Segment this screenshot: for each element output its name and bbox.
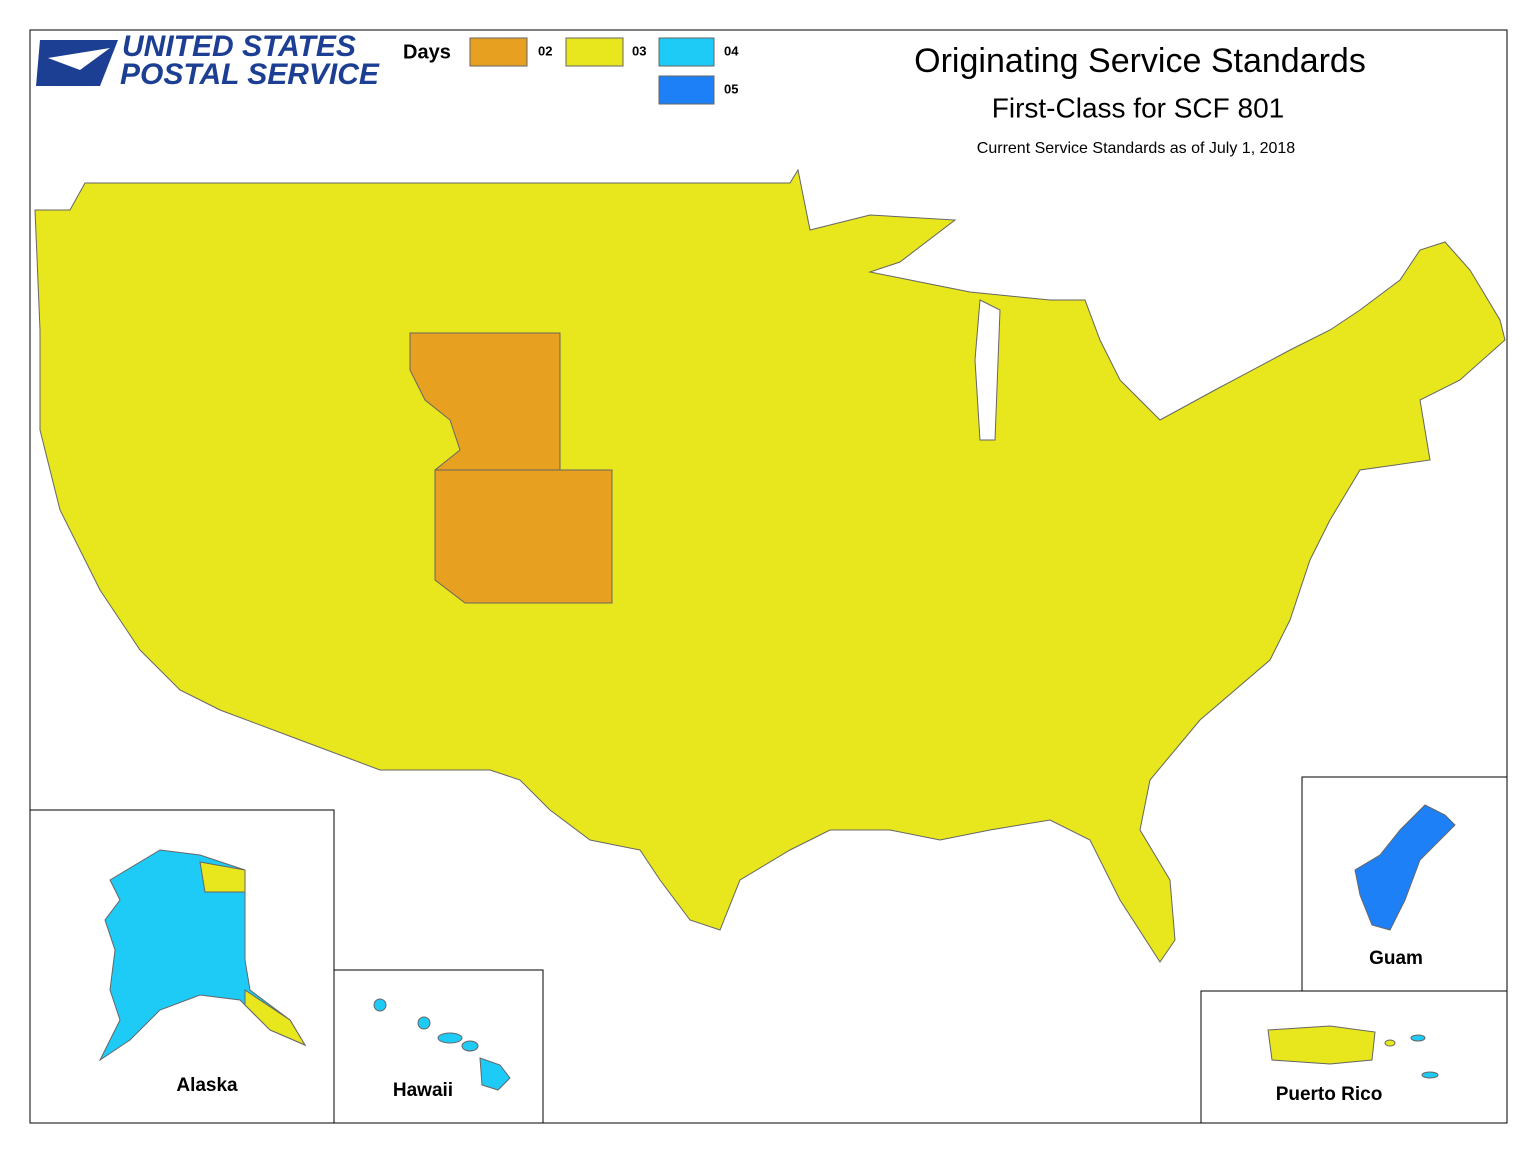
subtitle: First-Class for SCF 801 [992,92,1285,123]
legend-title: Days [403,41,451,63]
guam-shape [1354,804,1456,931]
island [373,998,387,1012]
island [417,1016,431,1030]
island [479,1057,511,1091]
hawaii-shape [373,998,511,1091]
legend-swatch [469,37,528,67]
legend-label: 03 [632,43,646,58]
logo-line: POSTAL SERVICE [120,58,380,91]
alaska-region-03 [199,861,246,893]
logo-line: UNITED STATES [122,30,356,63]
inset-label: Puerto Rico [1276,1084,1383,1105]
legend-label: 02 [538,43,552,58]
legend-swatch [658,75,715,105]
note: Current Service Standards as of July 1, … [977,140,1295,157]
inset-label: Alaska [176,1075,238,1096]
conus [34,168,1506,963]
legend-swatch [565,37,624,67]
puerto-rico-shape [1267,1025,1376,1065]
island [1384,1039,1396,1047]
lake [974,299,1001,441]
island [1421,1071,1439,1079]
inset-label: Guam [1369,948,1423,969]
alaska-region-03 [244,989,307,1047]
title: Originating Service Standards [914,42,1366,80]
logo-eagle [48,48,110,70]
island [1410,1034,1426,1042]
inset-label: Hawaii [393,1080,453,1101]
legend-label: 04 [724,43,739,58]
inset-frame [333,969,544,1124]
legend-label: 05 [724,81,738,96]
island [437,1032,463,1044]
legend-swatch [658,37,715,67]
island [461,1040,479,1052]
logo: UNITED STATES POSTAL SERVICE [36,30,380,91]
